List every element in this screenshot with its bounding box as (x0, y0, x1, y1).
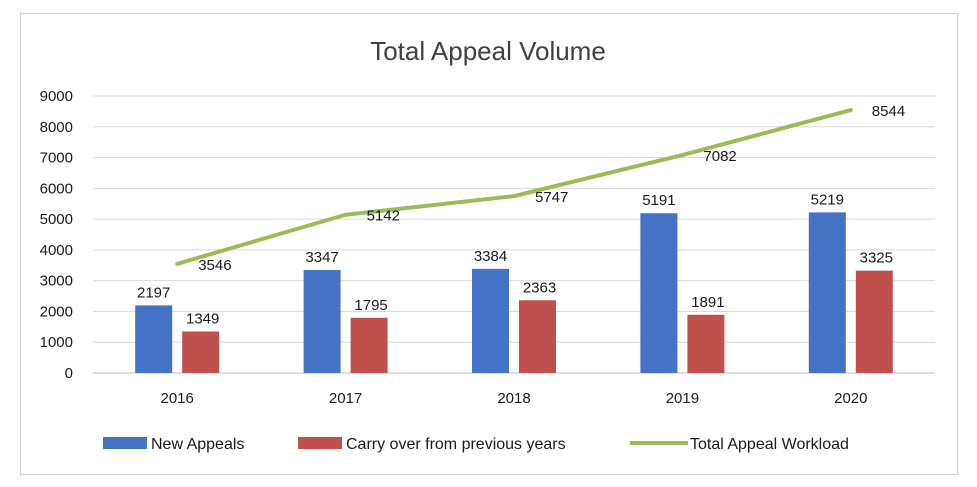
y-tick-label: 1000 (40, 334, 73, 351)
bar-carry-over (855, 270, 893, 373)
legend-swatch (298, 437, 342, 449)
bar-carry-over (182, 331, 220, 373)
y-tick-label: 3000 (40, 273, 73, 290)
x-tick-label: 2016 (161, 390, 194, 407)
line-point (343, 212, 348, 217)
data-label: 3325 (860, 250, 893, 267)
legend-label: New Appeals (151, 436, 244, 453)
y-tick-label: 4000 (40, 242, 73, 259)
data-label: 5142 (367, 208, 400, 225)
line-point (680, 153, 685, 158)
data-label: 2363 (523, 279, 556, 296)
data-label: 1891 (691, 294, 724, 311)
x-tick-label: 2019 (666, 390, 699, 407)
bar-new-appeals (808, 212, 846, 373)
data-label: 1349 (186, 310, 219, 327)
total-line (175, 108, 853, 266)
legend: New Appeals Carry over from previous year… (103, 436, 849, 453)
bars (135, 212, 893, 373)
line-point (512, 194, 516, 199)
x-tick-label: 2017 (329, 390, 362, 407)
legend-label: Carry over from previous years (346, 436, 566, 453)
data-label: 5219 (811, 191, 844, 208)
bar-new-appeals (640, 213, 678, 373)
chart-title: Total Appeal Volume (370, 36, 606, 66)
bar-carry-over (687, 314, 725, 373)
legend-swatch (103, 437, 147, 449)
data-label: 5191 (642, 192, 675, 209)
data-label: 3384 (474, 248, 507, 265)
chart-frame (20, 13, 958, 475)
data-label: 5747 (535, 189, 568, 206)
y-tick-label: 9000 (40, 88, 73, 105)
y-axis-ticks: 0 1000 2000 3000 4000 5000 6000 7000 8000 9000 (40, 88, 73, 382)
data-label: 8544 (872, 103, 905, 120)
y-tick-label: 5000 (40, 211, 73, 228)
bar-carry-over (350, 317, 388, 373)
x-tick-label: 2020 (834, 390, 867, 407)
data-label: 2197 (137, 284, 170, 301)
line-point (848, 108, 853, 113)
bar-carry-over (519, 300, 556, 373)
y-tick-label: 7000 (40, 150, 73, 167)
data-label: 1795 (354, 297, 387, 314)
y-tick-label: 8000 (40, 119, 73, 136)
bar-new-appeals (472, 268, 509, 373)
bar-new-appeals (303, 269, 341, 373)
data-label: 7082 (703, 148, 736, 165)
gridlines (93, 95, 935, 374)
y-tick-label: 2000 (40, 303, 73, 320)
y-tick-label: 0 (65, 365, 73, 382)
data-labels: 2197 3347 3384 5191 5219 1349 1795 2363 1891 3325… (137, 103, 905, 327)
data-label: 3347 (305, 249, 338, 266)
x-axis-ticks: 2016 2017 2018 2019 2020 (161, 390, 868, 407)
bar-new-appeals (135, 305, 173, 373)
total-appeal-workload-line (176, 108, 852, 266)
line-point (175, 261, 180, 266)
legend-label: Total Appeal Workload (690, 436, 849, 453)
data-label: 3546 (198, 257, 231, 274)
x-tick-label: 2018 (497, 390, 530, 407)
y-tick-label: 6000 (40, 180, 73, 197)
